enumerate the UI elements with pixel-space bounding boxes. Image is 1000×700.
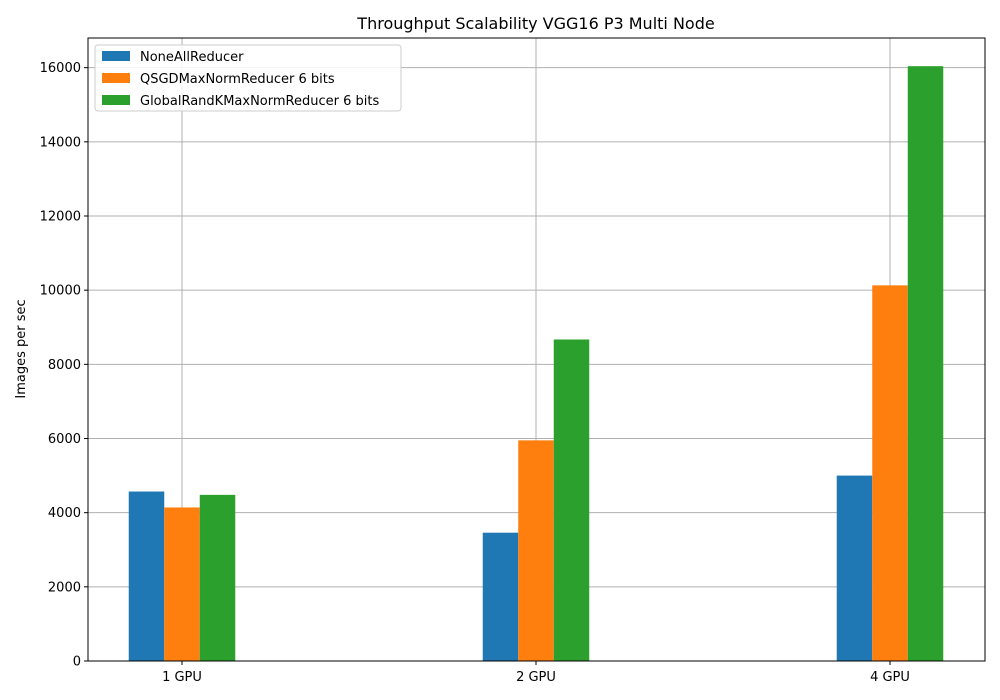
y-tick-label: 16000 bbox=[40, 61, 81, 76]
y-tick-label: 10000 bbox=[40, 284, 81, 299]
x-tick-label: 4 GPU bbox=[870, 670, 910, 685]
bar bbox=[518, 440, 554, 661]
x-tick-label: 2 GPU bbox=[516, 670, 556, 685]
y-axis-label: Images per sec bbox=[14, 299, 29, 398]
chart-title: Throughput Scalability VGG16 P3 Multi No… bbox=[356, 14, 714, 33]
y-tick-label: 12000 bbox=[40, 210, 81, 225]
bar bbox=[164, 507, 200, 661]
y-tick-label: 6000 bbox=[48, 432, 81, 447]
y-tick-label: 2000 bbox=[48, 580, 81, 595]
legend-label: GlobalRandKMaxNormReducer 6 bits bbox=[140, 94, 379, 109]
legend-swatch bbox=[102, 73, 130, 83]
x-tick-label: 1 GPU bbox=[162, 670, 202, 685]
x-axis-ticks: 1 GPU 2 GPU 4 GPU bbox=[162, 661, 910, 685]
bar bbox=[836, 475, 873, 661]
bar bbox=[128, 491, 165, 661]
y-tick-label: 0 bbox=[73, 655, 81, 670]
y-tick-label: 14000 bbox=[40, 135, 81, 150]
bar bbox=[199, 494, 236, 661]
legend-label: QSGDMaxNormReducer 6 bits bbox=[140, 72, 335, 87]
legend-box bbox=[94, 44, 402, 112]
bar bbox=[553, 339, 590, 661]
legend: NoneAllReducer QSGDMaxNormReducer 6 bits G… bbox=[94, 44, 402, 112]
y-tick-label: 4000 bbox=[48, 506, 81, 521]
legend-swatch bbox=[102, 51, 130, 61]
bar bbox=[907, 66, 944, 661]
bars bbox=[128, 66, 944, 661]
bar bbox=[482, 532, 519, 661]
legend-label: NoneAllReducer bbox=[140, 50, 244, 65]
y-tick-label: 8000 bbox=[48, 358, 81, 373]
legend-swatch bbox=[102, 95, 130, 105]
bar bbox=[872, 285, 908, 661]
y-axis-ticks: 0 2000 4000 6000 8000 10000 12000 14000 16000 bbox=[40, 61, 88, 670]
